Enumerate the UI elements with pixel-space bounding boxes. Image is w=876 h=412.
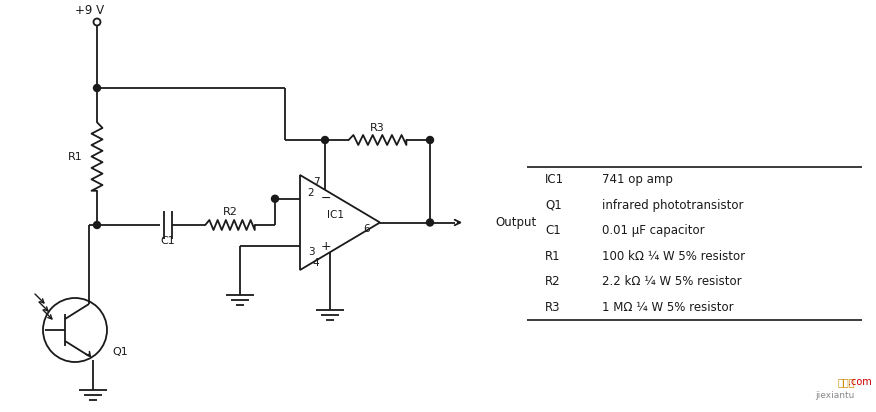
Circle shape	[272, 195, 279, 202]
Text: +9 V: +9 V	[75, 3, 104, 16]
Circle shape	[94, 222, 101, 229]
Text: infrared phototransistor: infrared phototransistor	[602, 199, 744, 212]
Text: Output: Output	[495, 216, 536, 229]
Text: 接线图: 接线图	[837, 377, 855, 387]
Text: R1: R1	[68, 152, 83, 162]
Text: IC1: IC1	[327, 209, 343, 220]
Text: Q1: Q1	[112, 347, 128, 357]
Text: R2: R2	[545, 275, 561, 288]
Text: 0.01 μF capacitor: 0.01 μF capacitor	[602, 224, 704, 237]
Text: 741 op amp: 741 op amp	[602, 173, 673, 186]
Text: .com: .com	[848, 377, 872, 387]
Circle shape	[427, 219, 434, 226]
Text: IC1: IC1	[545, 173, 564, 186]
Text: 3: 3	[307, 247, 314, 257]
Text: 2: 2	[307, 188, 314, 198]
Text: C1: C1	[160, 236, 175, 246]
Text: C1: C1	[545, 224, 561, 237]
Circle shape	[321, 136, 328, 143]
Text: 2.2 kΩ ¼ W 5% resistor: 2.2 kΩ ¼ W 5% resistor	[602, 275, 742, 288]
Text: R1: R1	[545, 250, 561, 263]
Text: Q1: Q1	[545, 199, 562, 212]
Text: 4: 4	[313, 258, 320, 268]
Circle shape	[94, 84, 101, 91]
Text: jiexiantu: jiexiantu	[816, 391, 855, 400]
Circle shape	[427, 136, 434, 143]
Text: R2: R2	[223, 207, 237, 217]
Text: 1 MΩ ¼ W 5% resistor: 1 MΩ ¼ W 5% resistor	[602, 301, 733, 314]
Text: 100 kΩ ¼ W 5% resistor: 100 kΩ ¼ W 5% resistor	[602, 250, 745, 263]
Text: +: +	[321, 240, 331, 253]
Text: 7: 7	[313, 177, 320, 187]
Text: −: −	[321, 192, 331, 205]
Text: R3: R3	[545, 301, 561, 314]
Text: 6: 6	[364, 223, 371, 234]
Text: R3: R3	[371, 123, 385, 133]
